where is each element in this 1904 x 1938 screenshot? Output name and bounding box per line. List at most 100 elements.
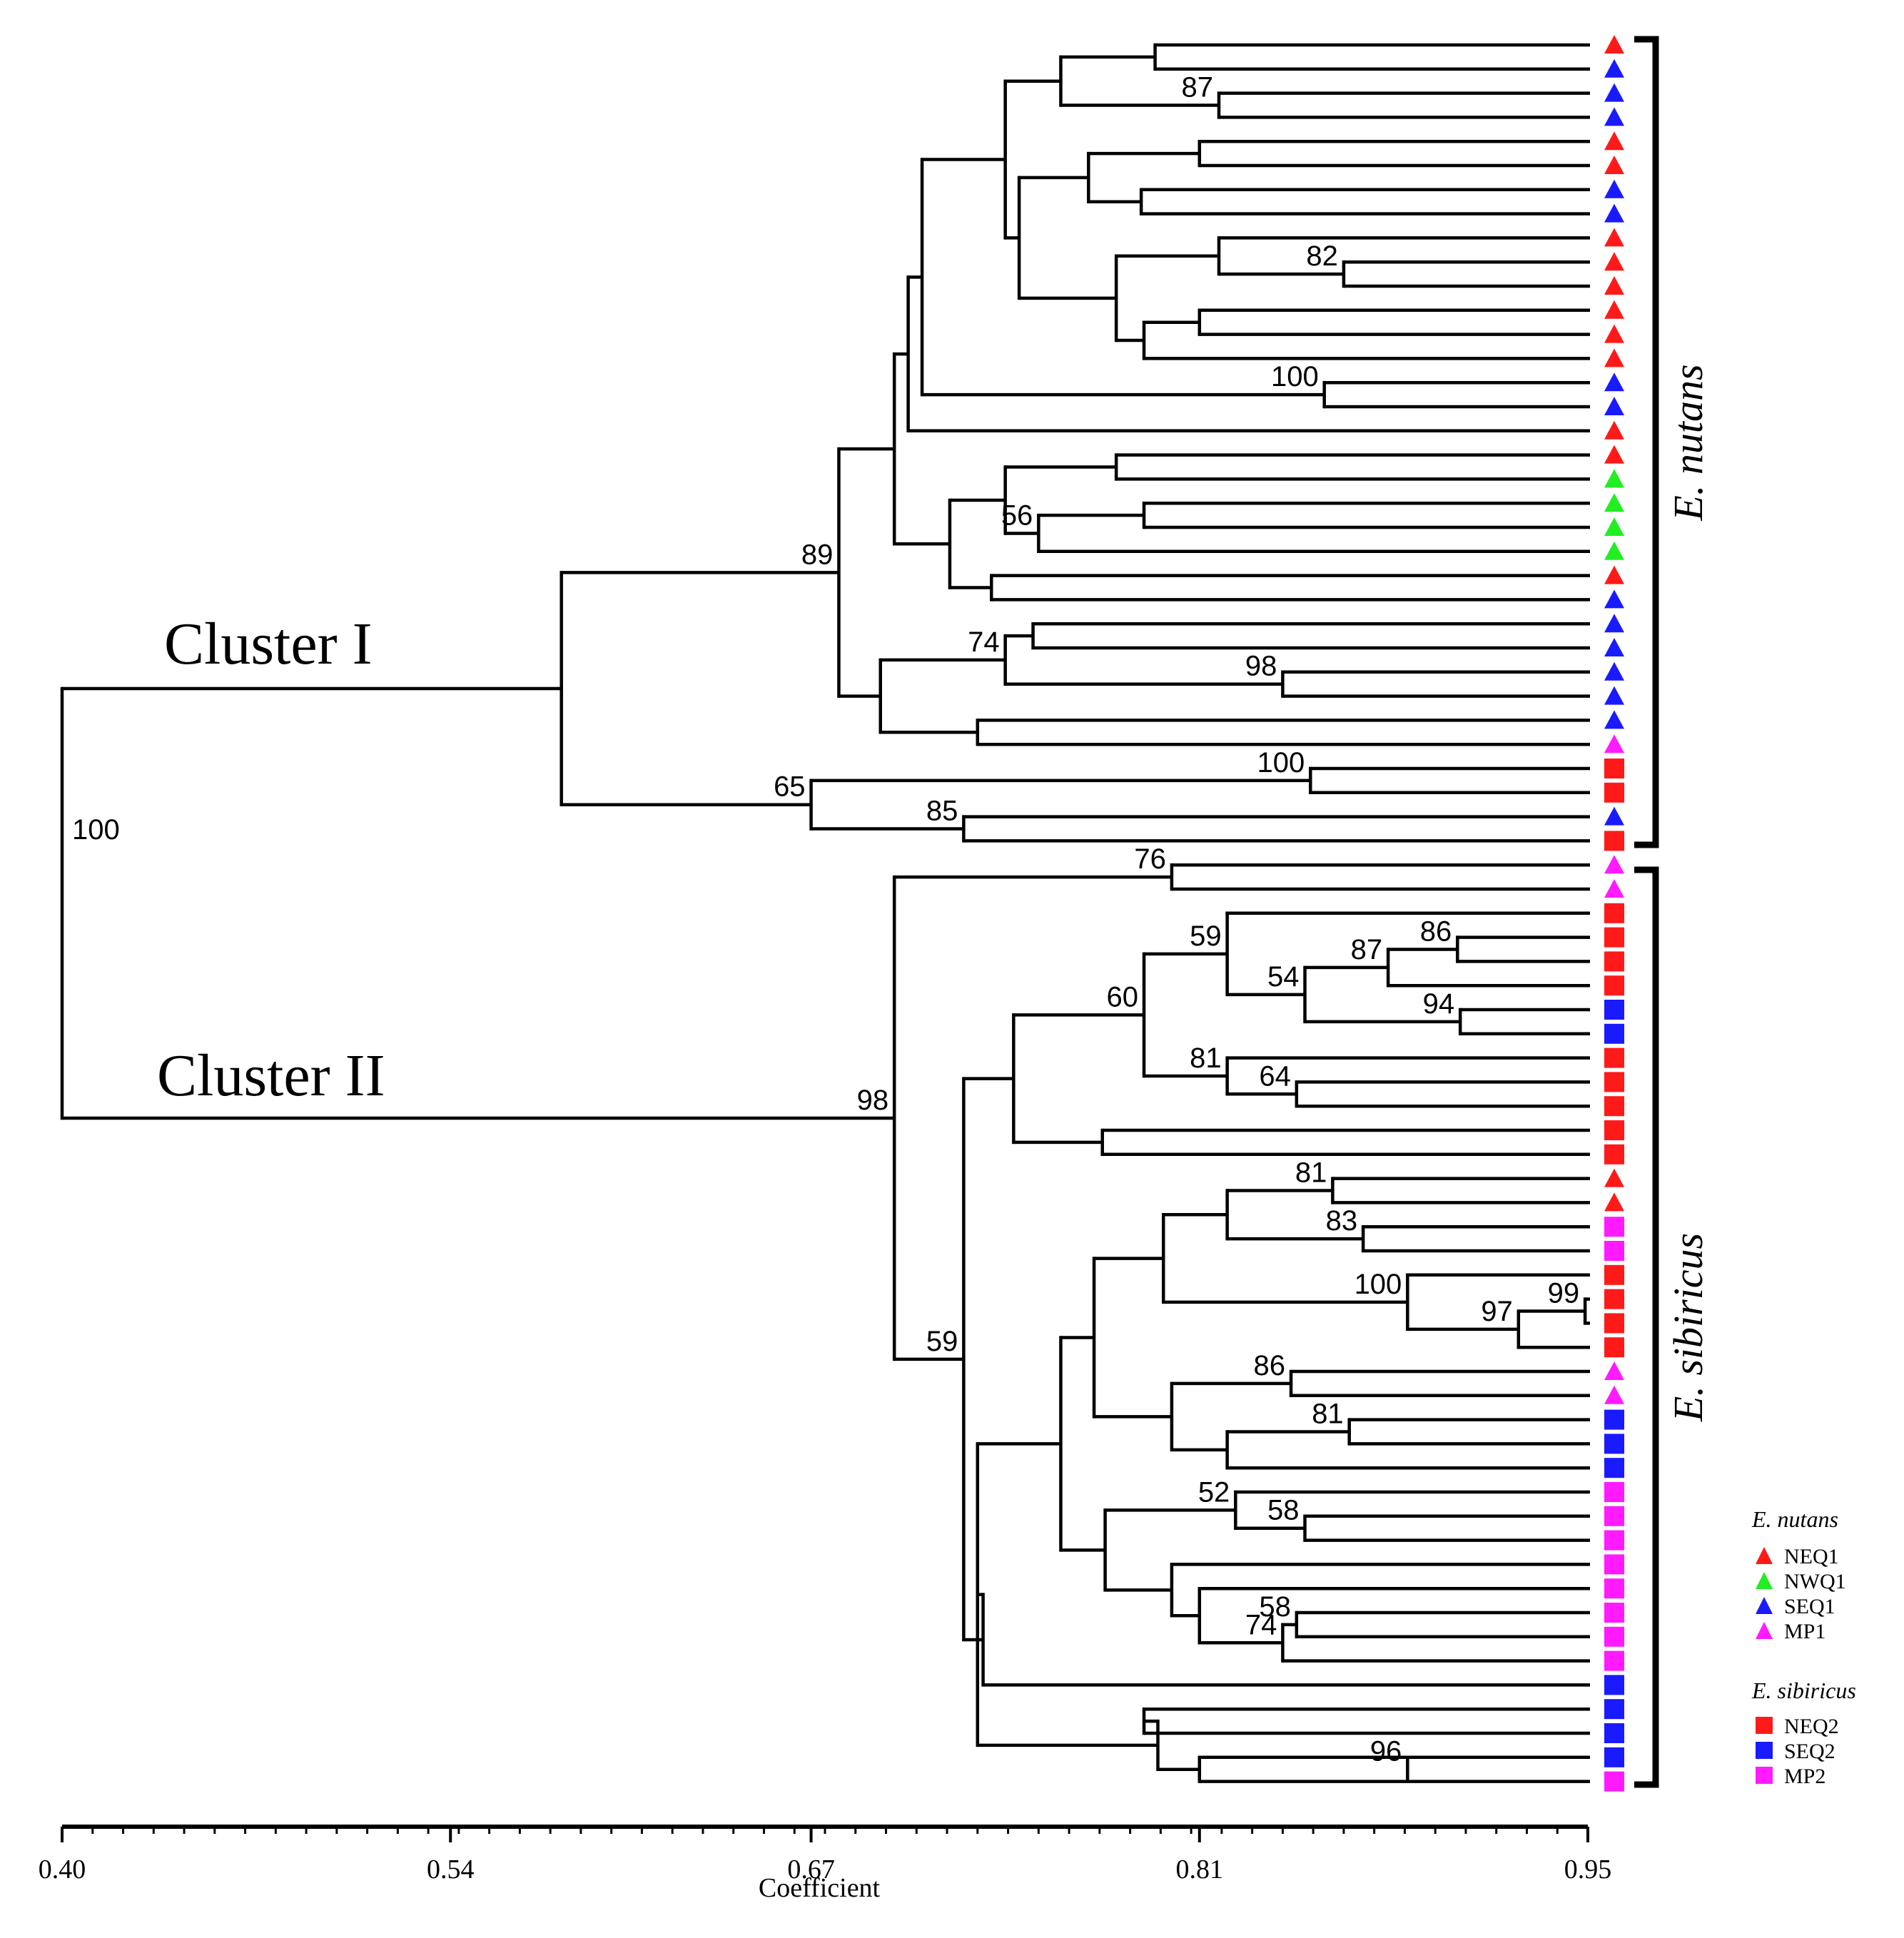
leaf-marker-square — [1604, 1482, 1624, 1502]
bootstrap-label: 76 — [1134, 843, 1166, 875]
leaf-marker-triangle — [1604, 445, 1624, 464]
leaf-marker-triangle — [1604, 661, 1624, 681]
bootstrap-label: 99 — [1548, 1278, 1580, 1309]
leaf-marker-square — [1604, 782, 1624, 803]
leaf-marker-square — [1604, 1144, 1624, 1165]
leaf-marker-square — [1604, 927, 1624, 948]
legend-label: MP1 — [1784, 1620, 1825, 1643]
leaf-marker-square — [1604, 951, 1624, 972]
leaf-marker-triangle — [1604, 156, 1624, 174]
legend-title: E. sibiricus — [1751, 1678, 1856, 1703]
leaf-marker-square — [1604, 1771, 1624, 1792]
legend-swatch — [1756, 1547, 1773, 1564]
leaf-marker-square — [1604, 1337, 1624, 1358]
leaf-marker-square — [1604, 1000, 1624, 1020]
nutans-bracket — [1634, 36, 1659, 848]
bootstrap-labels: 87 82 100 56 98 74 89 100 85 65 76 86 87 94 54 59 64 81 60… — [72, 72, 1579, 1767]
x-axis-tick-label: 0.81 — [1176, 1855, 1224, 1884]
legend-label: NWQ1 — [1784, 1570, 1846, 1593]
leaf-marker-triangle — [1604, 1168, 1624, 1187]
leaf-marker-triangle — [1604, 228, 1624, 247]
leaf-marker-triangle — [1604, 1385, 1624, 1404]
leaf-marker-triangle — [1604, 541, 1624, 560]
leaf-marker-square — [1604, 903, 1624, 923]
leaf-marker-triangle — [1604, 686, 1624, 705]
leaf-marker-square — [1604, 1675, 1624, 1695]
leaf-marker-triangle — [1604, 372, 1624, 392]
bootstrap-label: 96 — [1370, 1736, 1402, 1767]
leaf-marker-square — [1604, 1023, 1624, 1044]
leaf-marker-square — [1604, 1506, 1624, 1526]
leaf-marker-square — [1604, 759, 1624, 778]
leaf-marker-triangle — [1604, 348, 1624, 367]
leaf-marker-square — [1604, 1241, 1624, 1261]
bootstrap-label: 58 — [1267, 1495, 1300, 1526]
bootstrap-label: 87 — [1181, 72, 1213, 103]
leaf-marker-triangle — [1604, 324, 1624, 343]
sibiricus-species-label: E. sibiricus — [1665, 1233, 1711, 1422]
bootstrap-label: 59 — [1190, 920, 1222, 952]
x-axis-label: Coefficient — [759, 1873, 881, 1903]
legend-label: MP2 — [1784, 1765, 1825, 1788]
bootstrap-label: 87 — [1351, 934, 1383, 965]
bootstrap-label: 81 — [1295, 1157, 1327, 1189]
leaf-marker-triangle — [1604, 806, 1624, 826]
cluster-i-label: Cluster I — [164, 611, 373, 677]
leaf-marker-square — [1604, 1434, 1624, 1454]
bootstrap-label: 65 — [774, 771, 806, 803]
legend-swatch — [1756, 1742, 1773, 1759]
bootstrap-label: 83 — [1326, 1205, 1358, 1237]
leaf-marker-triangle — [1604, 420, 1624, 440]
bootstrap-label: 97 — [1481, 1296, 1513, 1327]
bootstrap-label: 58 — [1259, 1591, 1291, 1623]
leaf-marker-square — [1604, 1626, 1624, 1647]
bootstrap-label: 100 — [1354, 1269, 1402, 1300]
legend-swatch — [1756, 1767, 1773, 1784]
leaf-markers — [1604, 35, 1624, 1792]
leaf-marker-triangle — [1604, 565, 1624, 584]
leaf-marker-triangle — [1604, 469, 1624, 488]
x-axis-tick-label: 0.95 — [1564, 1855, 1612, 1884]
leaf-marker-square — [1604, 1120, 1624, 1140]
bootstrap-label: 94 — [1423, 988, 1455, 1020]
leaf-marker-triangle — [1604, 179, 1624, 198]
bootstrap-label: 86 — [1420, 916, 1452, 948]
leaf-marker-square — [1604, 1313, 1624, 1334]
leaf-marker-square — [1604, 831, 1624, 851]
bootstrap-label: 60 — [1107, 981, 1139, 1013]
leaf-marker-triangle — [1604, 59, 1624, 78]
leaf-marker-square — [1604, 1650, 1624, 1671]
legend-title: E. nutans — [1751, 1506, 1838, 1532]
leaf-marker-triangle — [1604, 517, 1624, 536]
leaf-marker-square — [1604, 1289, 1624, 1309]
legend-label: NEQ2 — [1784, 1715, 1839, 1738]
cluster-ii-label: Cluster II — [157, 1042, 385, 1109]
x-axis-tick-label: 0.54 — [427, 1855, 475, 1884]
leaf-marker-square — [1604, 1554, 1624, 1575]
leaf-marker-triangle — [1604, 397, 1624, 415]
bootstrap-label: 74 — [968, 626, 1000, 658]
leaf-marker-triangle — [1604, 276, 1624, 295]
x-axis-tick-label: 0.67 — [787, 1855, 835, 1884]
bootstrap-label: 74 — [1245, 1609, 1277, 1640]
leaf-marker-square — [1604, 1747, 1624, 1767]
leaf-marker-triangle — [1604, 493, 1624, 512]
leaf-marker-triangle — [1604, 589, 1624, 609]
leaf-marker-square — [1604, 1699, 1624, 1720]
leaf-marker-triangle — [1604, 855, 1624, 874]
leaf-marker-triangle — [1604, 252, 1624, 271]
leaf-marker-square — [1604, 1603, 1624, 1623]
leaf-marker-square — [1604, 1723, 1624, 1743]
leaf-marker-square — [1604, 1047, 1624, 1068]
leaf-marker-square — [1604, 1530, 1624, 1551]
legend-label: NEQ1 — [1784, 1545, 1839, 1568]
leaf-marker-triangle — [1604, 614, 1624, 633]
leaf-marker-triangle — [1604, 107, 1624, 126]
leaf-marker-square — [1604, 1458, 1624, 1478]
x-axis-tick-label: 0.40 — [39, 1855, 86, 1884]
leaf-marker-triangle — [1604, 879, 1624, 898]
bootstrap-label: 56 — [1001, 499, 1033, 531]
leaf-marker-square — [1604, 1264, 1624, 1285]
